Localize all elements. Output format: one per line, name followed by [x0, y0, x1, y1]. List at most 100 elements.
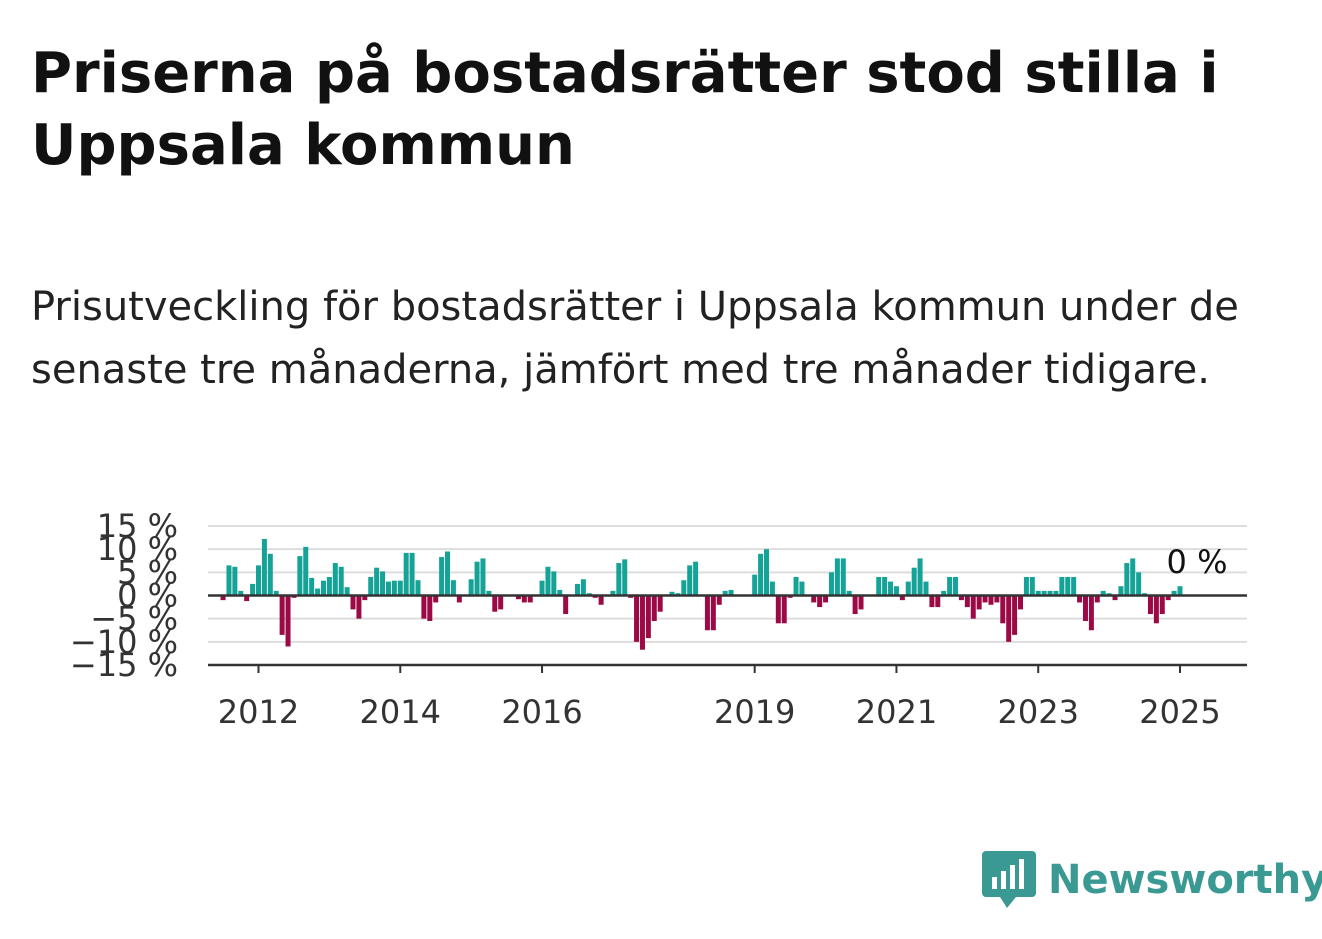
bar [1094, 595, 1100, 603]
y-tick-label: −10 % [70, 623, 178, 661]
bar [261, 538, 267, 596]
bar [1018, 595, 1024, 610]
bar [403, 552, 409, 596]
bar [1159, 595, 1165, 615]
bar [888, 581, 894, 596]
bar [610, 590, 616, 596]
x-tick-label: 2014 [360, 693, 441, 731]
bar [988, 595, 994, 605]
bar [468, 579, 474, 596]
bar [1165, 595, 1171, 601]
bar [320, 580, 326, 596]
y-tick-label: −15 % [70, 646, 178, 684]
bar [941, 590, 947, 596]
chart-subtitle: Prisutveckling för bostadsrätter i Uppsa… [31, 284, 1239, 393]
bar [574, 583, 580, 596]
bar [1112, 595, 1118, 601]
bar [385, 581, 391, 596]
bar [1171, 590, 1177, 596]
bar [1088, 595, 1094, 631]
bar [704, 595, 710, 631]
x-tick-label: 2023 [998, 693, 1079, 731]
bar [893, 586, 899, 596]
bar [297, 556, 303, 596]
bar [256, 565, 261, 596]
bar [634, 595, 640, 642]
bar [775, 595, 781, 624]
bar [338, 566, 344, 596]
y-tick-label: −5 % [90, 600, 178, 638]
bar [781, 595, 787, 624]
bar [326, 576, 332, 596]
y-axis-ticks: 15 %10 %5 %0 %−5 %−10 %−15 % [70, 507, 178, 684]
bar [852, 595, 858, 615]
bar [1136, 572, 1142, 596]
bar [840, 558, 846, 596]
bar [758, 553, 764, 596]
bar [445, 551, 451, 596]
bar [450, 580, 456, 596]
bar [769, 581, 775, 596]
bar [752, 574, 758, 596]
bar [834, 558, 840, 596]
bar [1006, 595, 1012, 642]
bar [923, 581, 929, 596]
bar [899, 595, 905, 601]
bar [970, 595, 976, 619]
page-title: Priserna på bostadsrätter stod stilla i … [31, 41, 1219, 178]
bar [764, 549, 770, 596]
bar [823, 595, 829, 603]
bar [958, 595, 964, 601]
bar [480, 558, 486, 596]
bar [267, 553, 273, 596]
bar [1100, 590, 1106, 596]
y-tick-label: 5 % [117, 553, 178, 591]
bar [380, 571, 386, 596]
bar [391, 580, 397, 596]
bar [681, 580, 687, 596]
bar [226, 565, 232, 596]
bar [1029, 576, 1035, 596]
bar [551, 571, 557, 596]
bar [433, 595, 439, 603]
bar [657, 595, 663, 612]
bar [616, 563, 622, 596]
bar [964, 595, 970, 608]
bar [285, 595, 291, 647]
bar [917, 558, 923, 596]
bar [539, 580, 545, 596]
bar [598, 595, 604, 605]
bar [1118, 586, 1124, 596]
bar [905, 581, 911, 596]
bar [474, 561, 480, 596]
bar [728, 589, 734, 596]
x-tick-label: 2025 [1139, 693, 1220, 731]
bar [273, 590, 279, 596]
bar [882, 576, 888, 596]
bar [710, 595, 716, 631]
bar [421, 595, 427, 619]
bar-chart-speech-bubble-icon [982, 851, 1036, 908]
bar [876, 576, 882, 596]
bar [1147, 595, 1153, 615]
bar [332, 563, 338, 596]
bar [309, 577, 315, 596]
bar [722, 590, 728, 596]
y-tick-label: 0 % [117, 577, 178, 615]
x-tick-label: 2012 [218, 693, 299, 731]
bar [315, 588, 321, 596]
bar [1065, 576, 1071, 596]
axes [208, 594, 1247, 667]
bar [953, 576, 959, 596]
bar [362, 595, 368, 601]
bar [639, 595, 645, 650]
bar [1124, 563, 1130, 596]
bar [397, 580, 403, 596]
bar [409, 552, 415, 596]
bar [1041, 590, 1047, 596]
bar [911, 567, 917, 596]
newsworthy-logo: Newsworthy [980, 848, 1322, 912]
bar [1130, 558, 1136, 596]
bar [232, 566, 238, 596]
bar [645, 595, 651, 639]
